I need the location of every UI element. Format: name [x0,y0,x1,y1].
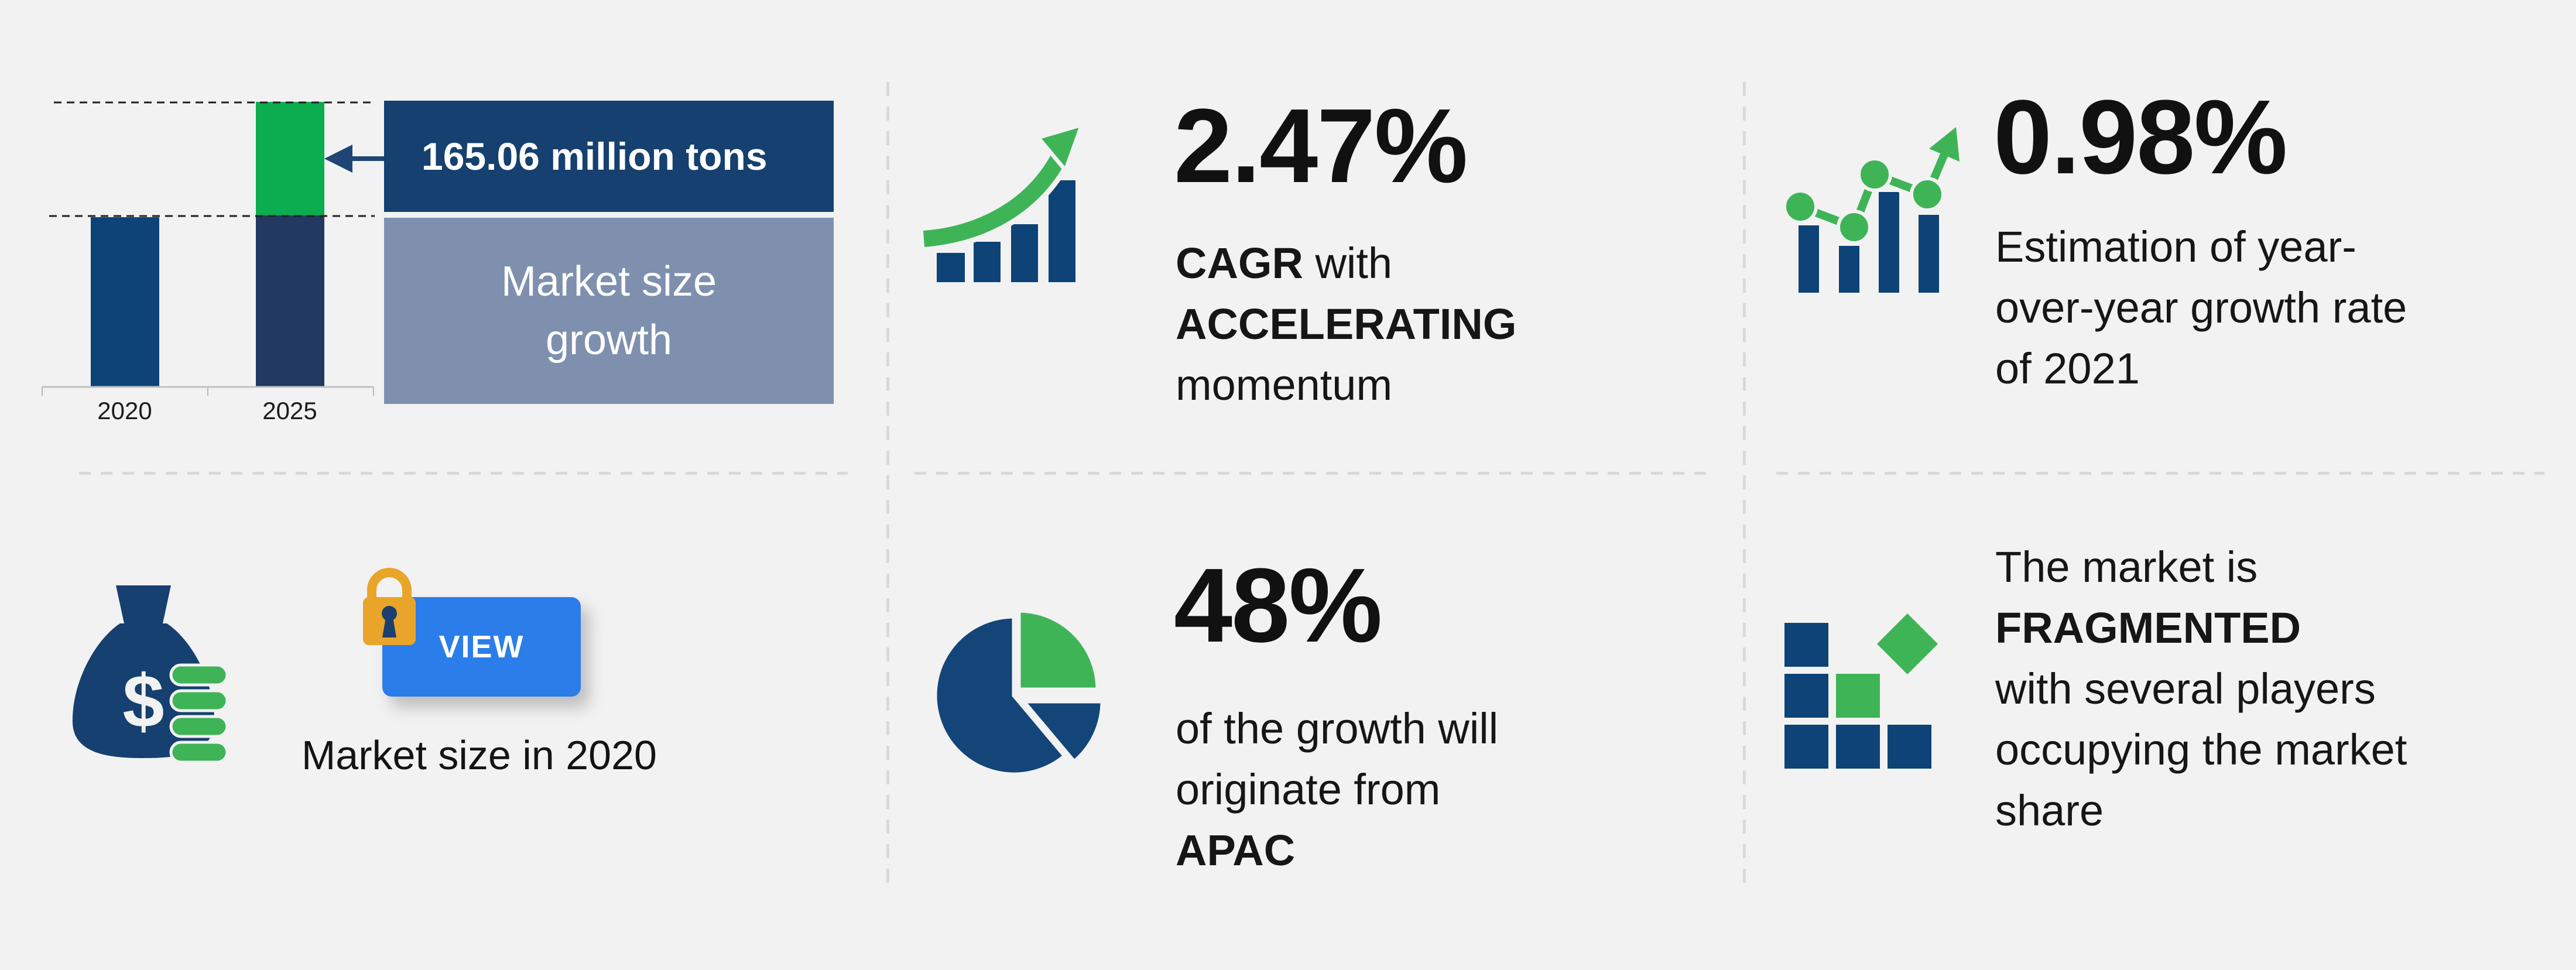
bar-2020 [91,217,159,386]
coin-icon [169,663,229,687]
bag-knot [116,585,171,623]
cagr-value: 2.47% [1174,87,1468,205]
divider-horizontal-col1 [79,472,848,475]
trend-dot-icon [1857,157,1892,192]
icon-bar [1799,225,1819,293]
fragmentation-rest: with several players occupying the marke… [1995,664,2407,835]
icon-bar [1919,215,1939,293]
axis-label-2020: 2020 [97,397,152,424]
icon-bar [1839,246,1859,293]
fragment-square [1836,725,1880,769]
market-size-growth-label-box: Market size growth [384,218,834,404]
lock-shackle [367,568,412,598]
market-size-callout-value: 165.06 million tons [422,135,768,178]
pie-slice-main [933,614,1068,777]
cagr-bold: CAGR [1176,239,1303,287]
trend-dot-icon [1910,177,1945,212]
divider-vertical-2 [1743,82,1746,885]
cagr-description: CAGR with ACCELERATING momentum [1176,233,1703,416]
pie-slice-detached [1019,699,1105,765]
coin-icon [169,741,229,764]
lock-icon [363,568,416,645]
apac-pie-chart [933,608,1105,777]
axis-label-2025: 2025 [262,397,317,424]
fragment-square [1784,623,1828,667]
trend-dot-icon [1783,189,1818,224]
icon-bar [974,242,1001,282]
icon-bar [1879,192,1899,293]
market-growth-bar-chart: 2020 2025 [42,101,385,424]
momentum-label: momentum [1176,361,1393,409]
dollar-sign-icon: $ [122,660,164,743]
market-size-2020-caption: Market size in 2020 [302,732,657,778]
money-bag-icon: $ [72,585,229,764]
growth-curve-icon [923,155,1066,247]
divider-horizontal-col3 [1776,472,2544,475]
trend-dot-icon [1837,210,1872,245]
apac-description: of the growth will originate from APAC [1176,698,1703,881]
keyhole [382,606,397,621]
view-button-label: VIEW [439,629,525,664]
yoy-description: Estimation of year- over-year growth rat… [1995,222,2407,393]
pie-slice-highlight [1016,608,1100,692]
bar-2025-growth-segment [256,102,324,215]
bar-2025-base-segment [256,215,324,386]
apac-value: 48% [1174,547,1382,664]
apac-description-lines: of the growth will originate from [1176,704,1499,814]
accelerating-label: ACCELERATING [1176,300,1517,348]
divider-vertical-1 [886,82,889,885]
divider-horizontal-col2 [914,472,1710,475]
apac-label: APAC [1176,826,1296,875]
icon-bar [1011,224,1038,282]
yoy-value: 0.98% [1993,78,2287,196]
cagr-line1: CAGR with [1176,233,1703,294]
view-button[interactable]: VIEW [382,597,581,697]
market-size-callout: 165.06 million tons [384,101,834,212]
callout-arrow-head-icon [324,145,352,173]
fragment-diamond-icon [1877,613,1938,674]
fragmentation-icon [1784,613,1938,769]
fragment-square [1888,725,1931,769]
cagr-line1-rest: with [1303,239,1393,287]
keyhole-stem [382,617,396,637]
fragmentation-description: The market is FRAGMENTED with several pl… [1995,537,2557,841]
fragmentation-line1: The market is [1995,543,2258,591]
coin-icon [169,689,229,712]
arrow-head-icon [1034,121,1085,174]
icon-bar [937,253,965,282]
fragmented-label: FRAGMENTED [1995,604,2301,652]
fragment-square [1784,674,1828,718]
icon-bar [1049,180,1075,282]
cagr-growth-arrow-icon [923,121,1085,282]
fragment-square-green [1836,674,1880,718]
arrow-head-icon [1929,127,1960,162]
coin-icon [169,715,229,738]
fragment-square [1784,725,1828,769]
market-size-growth-label: Market size growth [501,258,717,364]
yoy-trend-icon [1783,127,1960,293]
